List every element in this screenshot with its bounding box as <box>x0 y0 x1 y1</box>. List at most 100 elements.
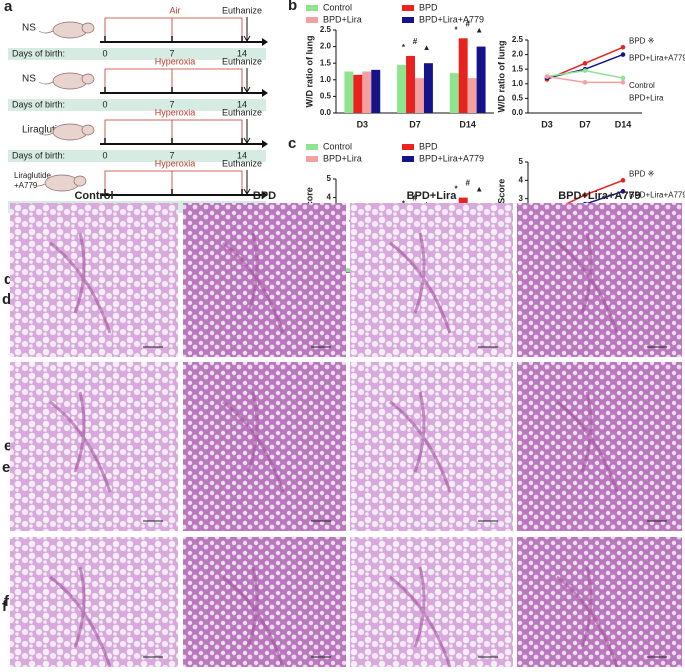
legend-swatch <box>306 17 318 23</box>
series-label: BPD+Lira+A779 <box>629 190 685 199</box>
legend-label: BPD <box>419 141 438 151</box>
exposure-label: Hyperoxia <box>155 158 196 168</box>
day-label: 0 <box>102 48 107 58</box>
mouse-tail <box>38 81 54 85</box>
euthanize-arrow <box>243 68 251 93</box>
mouse-icon <box>81 22 95 34</box>
histology-image <box>183 203 346 357</box>
column-header: BPD+Lira <box>407 190 458 202</box>
legend-swatch <box>402 144 414 150</box>
y-axis-label: W/D ratio of lung <box>304 36 314 108</box>
line-point <box>620 189 626 194</box>
panel-label: e <box>2 459 10 476</box>
airway <box>222 566 285 668</box>
legend-swatch <box>306 5 318 11</box>
line-point <box>620 80 626 85</box>
days-label: Days of birth: <box>12 48 65 58</box>
euthanize-arrow <box>243 17 251 42</box>
y-tick-label: 2.0 <box>320 42 332 51</box>
histology-image <box>183 362 346 531</box>
y-tick-label: 2.0 <box>512 50 524 59</box>
end-label: Euthanize <box>222 5 262 15</box>
legend-label: BPD+Lira <box>323 14 362 24</box>
series-label: BPD ※ <box>629 36 654 45</box>
legend-swatch <box>402 17 414 23</box>
mouse-tail <box>38 132 54 136</box>
timeline-arrowhead <box>262 140 268 148</box>
legend-swatch <box>402 156 414 162</box>
row-label: e <box>4 437 12 454</box>
timeline-arrowhead <box>262 191 268 199</box>
panel-label: f <box>2 598 8 615</box>
y-tick-label: 0.0 <box>512 108 524 117</box>
y-tick-label: 1.5 <box>512 64 524 73</box>
y-tick-label: 3 <box>519 194 524 203</box>
y-tick-label: 0.0 <box>320 108 332 117</box>
days-label: Days of birth: <box>12 150 65 160</box>
days-band <box>8 150 266 162</box>
bar <box>344 268 354 272</box>
y-tick-label: 1.5 <box>320 58 332 67</box>
exposure-bracket <box>104 170 243 191</box>
euthanize-arrow <box>243 119 251 144</box>
group-label: NS <box>22 74 36 85</box>
line-point <box>582 80 588 85</box>
legend-label: Control <box>323 141 352 151</box>
histology-image <box>517 203 682 357</box>
end-label: Euthanize <box>222 107 262 117</box>
legend-label: Control <box>323 2 352 12</box>
histology-image <box>350 362 513 531</box>
y-tick-label: 4 <box>519 175 524 184</box>
panel-label: c <box>288 135 296 152</box>
airway <box>389 232 452 334</box>
series-label: BPD+Lira+A779 <box>629 54 685 63</box>
mouse-icon <box>81 73 95 85</box>
day-label: 7 <box>169 48 174 58</box>
airway <box>389 566 452 668</box>
bar <box>467 78 477 113</box>
line-point <box>620 178 626 183</box>
airway <box>222 391 285 493</box>
airway <box>222 232 285 334</box>
significance-mark: # <box>465 179 470 188</box>
airway <box>49 391 112 493</box>
y-tick-label: 0.5 <box>512 94 524 103</box>
column-header: Control <box>74 190 113 202</box>
y-tick-label: 5 <box>327 174 332 183</box>
histology-image <box>350 203 513 357</box>
mouse-icon <box>73 175 87 187</box>
group-label: +A779 <box>14 181 38 190</box>
bar <box>371 69 381 113</box>
significance-mark: * <box>455 25 459 34</box>
legend-label: BPD+Lira+A779 <box>419 14 484 24</box>
line-point <box>582 68 588 73</box>
airway <box>556 232 619 334</box>
day-label: 14 <box>237 99 247 109</box>
mouse-icon <box>52 123 88 141</box>
line-point <box>582 61 588 66</box>
panel-label: d <box>2 291 11 308</box>
y-tick-label: 4 <box>327 193 332 202</box>
exposure-label: Hyperoxia <box>155 56 196 66</box>
airway <box>556 391 619 493</box>
airway <box>556 566 619 668</box>
significance-mark: ▲ <box>475 185 483 194</box>
days-band <box>8 48 266 60</box>
y-tick-label: 1.0 <box>512 79 524 88</box>
timeline-arrowhead <box>262 89 268 97</box>
day-label: 14 <box>237 48 247 58</box>
panel-label: b <box>288 0 297 14</box>
exposure-bracket <box>104 68 243 89</box>
end-label: Euthanize <box>222 56 262 66</box>
panel-label: a <box>4 0 13 15</box>
bar <box>458 38 468 113</box>
line-point <box>620 52 626 57</box>
significance-mark: ▲ <box>475 25 483 34</box>
legend-swatch <box>306 144 318 150</box>
legend-label: BPD+Lira <box>323 153 362 163</box>
legend-label: BPD <box>419 2 438 12</box>
line-point <box>544 74 550 79</box>
group-label: Liraglutide <box>14 171 51 180</box>
day-label: 0 <box>102 150 107 160</box>
mouse-icon <box>44 174 80 192</box>
